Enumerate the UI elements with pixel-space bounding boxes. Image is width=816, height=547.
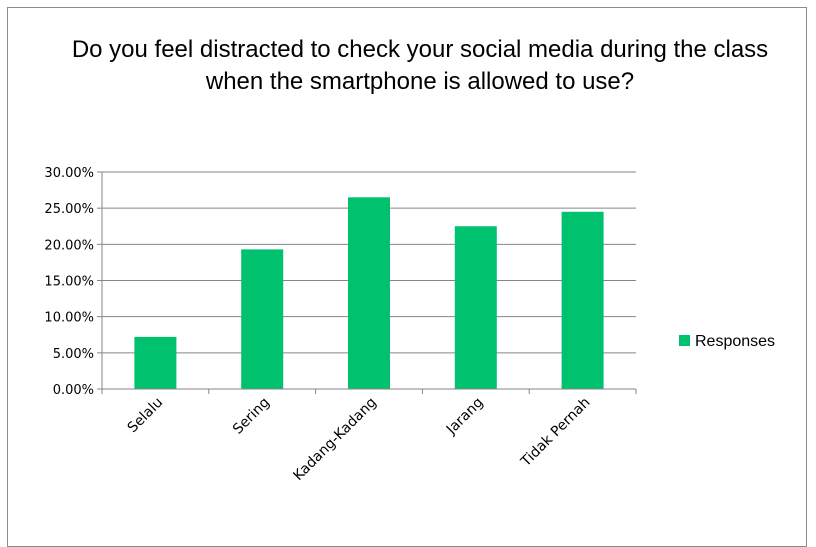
y-tick-label: 30.00% <box>44 166 94 181</box>
bar-jarang <box>454 226 497 389</box>
y-tick-label: 0.00% <box>53 383 94 398</box>
y-tick-label: 20.00% <box>44 238 94 253</box>
chart-frame <box>7 7 807 547</box>
bar-kadang-kadang <box>348 197 390 389</box>
bar-sering <box>241 249 284 389</box>
x-category-label: Tidak Pernah <box>517 395 593 471</box>
legend: Responses <box>679 333 775 350</box>
bars <box>134 197 604 389</box>
x-category-label: Kadang-Kadang <box>290 395 379 484</box>
y-tick-label: 15.00% <box>44 275 94 290</box>
x-category-label: Jarang <box>443 395 487 439</box>
y-tick-label: 25.00% <box>44 202 94 217</box>
bar-selalu <box>134 336 177 389</box>
legend-swatch-responses <box>679 335 690 346</box>
y-tick-label: 10.00% <box>44 311 94 326</box>
bar-tidak-pernah <box>561 211 604 389</box>
legend-label-responses: Responses <box>695 333 775 350</box>
bar-chart: 30.00% 25.00% 20.00% 15.00% 10.00% 5.00% 0.00%… <box>44 166 775 484</box>
y-axis-ticks: 30.00% 25.00% 20.00% 15.00% 10.00% 5.00% 0.00% <box>44 166 102 398</box>
chart-title: Do you feel distracted to check your soc… <box>71 36 769 95</box>
y-tick-label: 5.00% <box>53 347 94 362</box>
x-category-label: Selalu <box>125 395 167 437</box>
x-category-label: Sering <box>230 395 273 438</box>
x-axis-labels: Selalu Sering Kadang-Kadang Jarang Tidak Per… <box>101 389 637 484</box>
